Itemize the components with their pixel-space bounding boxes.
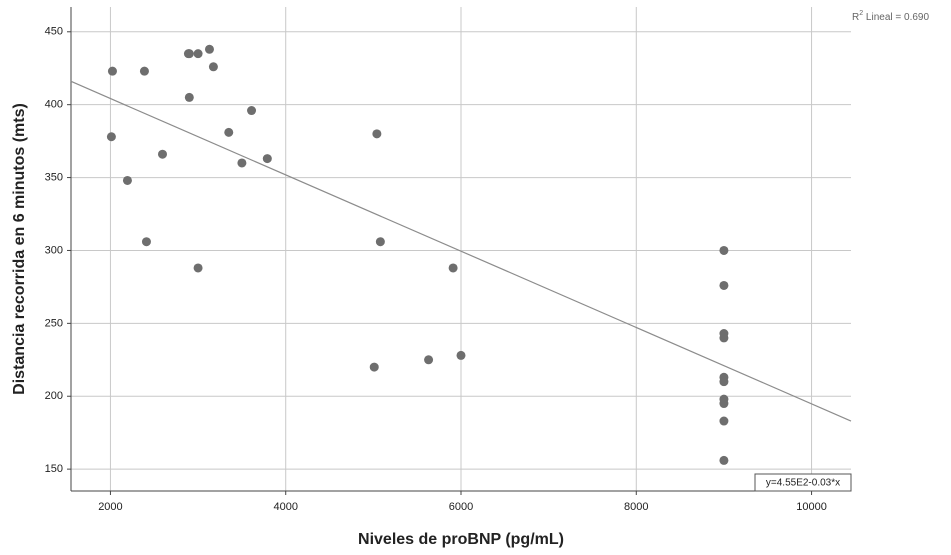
r2-prefix: R [852, 12, 859, 23]
point [424, 355, 434, 365]
point [184, 92, 194, 102]
r2-label: R2 Lineal = 0.690 [852, 10, 929, 23]
point [719, 416, 729, 426]
equation: y=4.55E2-0.03*x [766, 478, 840, 489]
x-tick-label: 4000 [273, 501, 297, 513]
x-tick-label: 2000 [98, 501, 122, 513]
point [247, 106, 257, 116]
point [375, 237, 385, 247]
r2-sup: 2 [859, 10, 863, 17]
y-tick-label: 150 [45, 463, 63, 475]
x-axis-title: Niveles de proBNP (pg/mL) [358, 531, 564, 548]
point [107, 66, 117, 76]
point [719, 245, 729, 255]
point [106, 132, 116, 142]
equation-box [754, 473, 852, 492]
point [204, 44, 214, 54]
point [139, 66, 149, 76]
point [208, 62, 218, 72]
point [448, 263, 458, 273]
y-axis-title: Distancia recorrida en 6 minutos (mts) [11, 103, 28, 395]
point [262, 154, 272, 164]
point [369, 362, 379, 372]
point [237, 158, 247, 168]
point [224, 127, 234, 137]
y-tick-label: 400 [45, 99, 63, 111]
point [122, 175, 132, 185]
x-tick-label: 10000 [796, 501, 827, 513]
fit-line [70, 80, 852, 422]
point [372, 129, 382, 139]
y-tick-label: 200 [45, 390, 63, 402]
y-tick-label: 300 [45, 244, 63, 256]
point [193, 49, 203, 59]
point [719, 333, 729, 343]
point [719, 280, 729, 290]
point [719, 377, 729, 387]
y-tick-label: 450 [45, 26, 63, 38]
point [157, 149, 167, 159]
point [193, 263, 203, 273]
point [719, 455, 729, 465]
y-tick-label: 350 [45, 171, 63, 183]
point [184, 49, 194, 59]
point [719, 399, 729, 409]
y-tick-label: 250 [45, 317, 63, 329]
point [141, 237, 151, 247]
x-tick-label: 6000 [449, 501, 473, 513]
x-tick-label: 8000 [624, 501, 648, 513]
point [456, 350, 466, 360]
r2-text: Lineal = 0.690 [863, 12, 929, 23]
